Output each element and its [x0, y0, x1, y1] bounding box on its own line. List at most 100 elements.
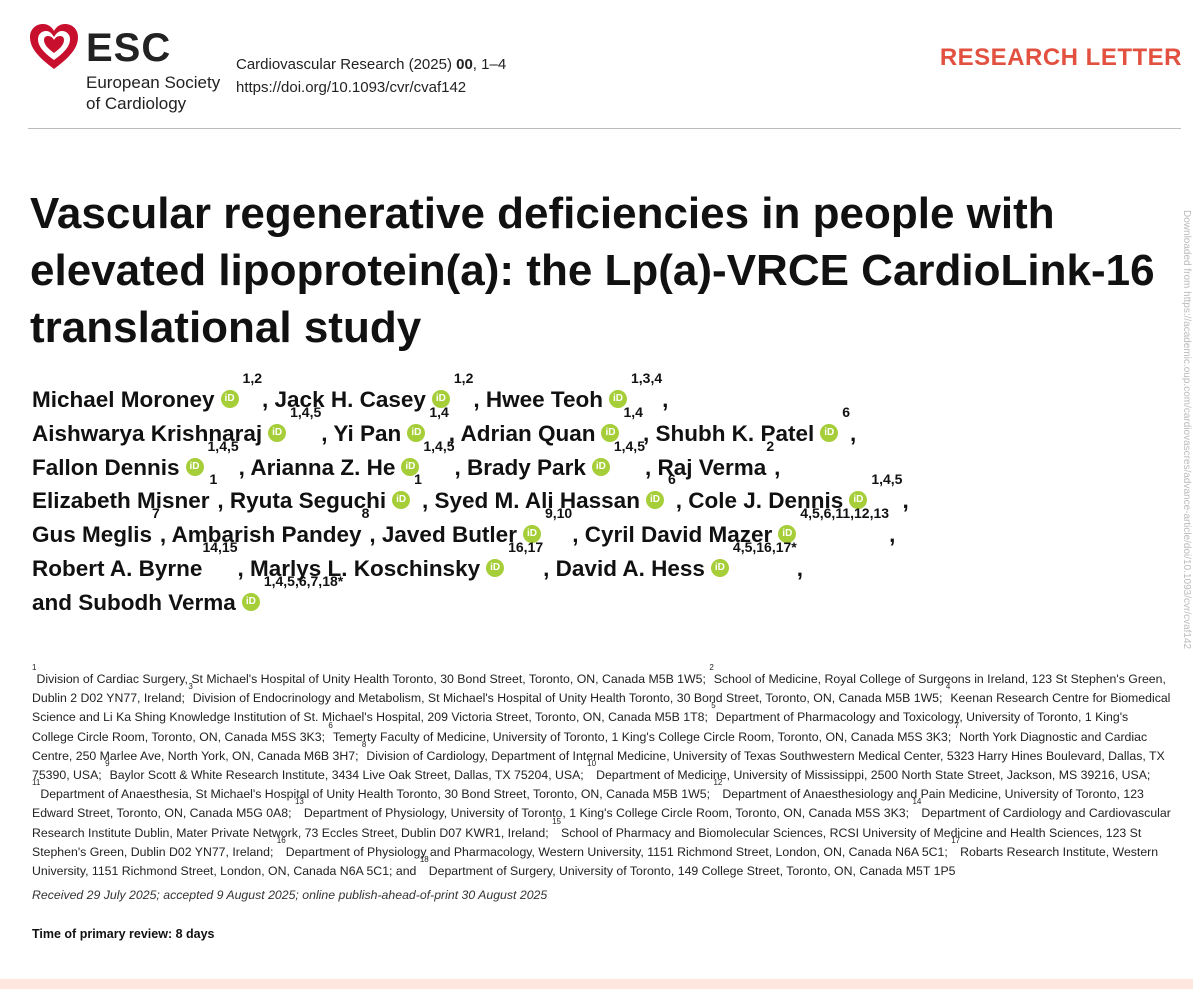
author: Subodh Verma iD1,4,5,6,7,18* [78, 574, 343, 615]
author-affiliation-ref: 4,5,6,11,12,13 [800, 505, 890, 522]
affiliation-number: 16 [276, 835, 286, 845]
header-divider [28, 128, 1181, 129]
orcid-icon[interactable]: iD [407, 423, 426, 442]
article-title: Vascular regenerative deficiencies in pe… [30, 189, 1155, 352]
affiliation: 16Department of Physiology and Pharmacol… [277, 836, 948, 859]
author-name: Brady Park [467, 454, 586, 480]
society-name-line2: of Cardiology [86, 94, 187, 113]
author-affiliation-ref: 1,4,5 [871, 471, 903, 488]
orcid-icon[interactable]: iD [522, 525, 541, 544]
affiliation: 8Division of Cardiology, Department of I… [32, 740, 1165, 783]
affiliation-number: 9 [105, 759, 110, 769]
author: Brady Park iD1,4,5 [467, 439, 645, 480]
journal-pages: , 1–4 [472, 56, 507, 73]
affiliation: 6Temerty Faculty of Medicine, University… [328, 721, 951, 744]
orcid-icon[interactable]: iD [185, 457, 204, 476]
author-affiliation-ref: 1,2 [242, 370, 263, 386]
affiliation-text: Division of Cardiology, Department of In… [32, 748, 1165, 783]
author: Syed M. Ali Hassan iD6 [434, 472, 675, 514]
affiliation-text: School of Pharmacy and Biomolecular Scie… [32, 825, 1142, 859]
side-watermark: Downloaded from https://academic.oup.com… [1182, 210, 1193, 989]
author-name: Jack H. Casey [274, 387, 426, 412]
orcid-icon[interactable]: iD [220, 390, 239, 409]
affiliation: 9Baylor Scott & White Research Institute… [105, 760, 584, 783]
received-dates: Received 29 July 2025; accepted 9 August… [32, 888, 548, 902]
affiliation: 2School of Medicine, Royal College of Su… [32, 664, 1166, 706]
affiliation-number: 7 [954, 720, 960, 730]
affiliation-number: 12 [713, 778, 723, 788]
author-affiliation-ref: 6 [667, 471, 676, 488]
author: Gus Meglis7 [32, 506, 160, 548]
affiliation-number: 11 [32, 778, 41, 788]
author-name: David A. Hess [555, 555, 705, 581]
affiliation-text: Division of Cardiac Surgery, St Michael'… [36, 672, 706, 686]
orcid-icon[interactable]: iD [710, 559, 729, 578]
affiliation-text: Department of Anaesthesia, St Michael's … [40, 787, 711, 802]
author: Cyril David Mazer iD4,5,6,11,12,13 [585, 506, 889, 547]
affiliation-text: Department of Cardiology and Cardiovascu… [32, 806, 1171, 840]
author-name: Ambarish Pandey [171, 522, 362, 548]
article-type-label: RESEARCH LETTER [939, 44, 1182, 71]
logo-wordmark: ESC [86, 26, 172, 70]
author-affiliation-ref: 4,5,16,17* [732, 538, 797, 555]
author-name: Syed M. Ali Hassan [434, 488, 640, 514]
affiliation-number: 5 [711, 701, 716, 711]
journal-citation: Cardiovascular Research (2025) 00, 1–4 [236, 56, 506, 73]
author-affiliation-ref: 1,4,5 [423, 437, 455, 454]
orcid-icon[interactable]: iD [849, 491, 868, 510]
author: Michael Moroney iD1,2 [32, 371, 262, 412]
author-name: Javed Butler [381, 522, 517, 548]
author-joiner: and [32, 589, 79, 615]
esc-heart-logo-icon [28, 22, 80, 79]
affiliation: 10Department of Medicine, University of … [587, 760, 1151, 783]
affiliation-text: Robarts Research Institute, Western Univ… [32, 844, 1159, 879]
orcid-icon[interactable]: iD [401, 457, 420, 476]
affiliation-number: 10 [587, 759, 597, 769]
orcid-icon[interactable]: iD [392, 491, 411, 510]
affiliation: 1Division of Cardiac Surgery, St Michael… [32, 664, 706, 687]
author-affiliation-ref: 16,17 [508, 538, 544, 555]
author-name: Ryuta Seguchi [229, 488, 387, 514]
affiliation: 13Department of Physiology, University o… [295, 798, 909, 821]
author: Robert A. Byrne14,15 [32, 540, 238, 581]
author: Arianna Z. He iD1,4,5 [250, 439, 454, 480]
author-name: Subodh Verma [78, 589, 236, 615]
author-affiliation-ref: 1,3,4 [630, 370, 663, 386]
author-name: Adrian Quan [460, 420, 596, 446]
orcid-icon[interactable]: iD [820, 423, 839, 442]
doi-link[interactable]: https://doi.org/10.1093/cvr/cvaf142 [236, 79, 467, 96]
author: Adrian Quan iD1,4 [460, 405, 642, 446]
journal-volume: 00 [456, 56, 473, 73]
author-affiliation-ref: 2 [766, 437, 775, 454]
author-name: Michael Moroney [32, 387, 215, 412]
orcid-icon[interactable]: iD [778, 525, 797, 544]
affiliation: 7North York Diagnostic and Cardiac Centr… [32, 721, 1147, 763]
orcid-icon[interactable]: iD [601, 423, 620, 442]
author-affiliation-ref: 1 [209, 471, 218, 488]
affiliation-text: Department of Physiology and Pharmacolog… [285, 844, 948, 859]
orcid-icon[interactable]: iD [268, 423, 287, 442]
author-name: Fallon Dennis [32, 454, 180, 480]
orcid-icon[interactable]: iD [241, 592, 260, 611]
author-affiliation-ref: 1 [414, 471, 422, 488]
affiliation-text: Department of Medicine, University of Mi… [596, 768, 1151, 783]
journal-prefix: Cardiovascular Research (2025) [236, 56, 457, 73]
author-name: Shubh K. Patel [655, 420, 815, 446]
author-affiliation-ref: 1,4 [429, 403, 449, 420]
society-name-line1: European Society [86, 73, 221, 92]
orcid-icon[interactable]: iD [645, 491, 664, 510]
orcid-icon[interactable]: iD [431, 390, 450, 409]
author: Ryuta Seguchi iD1 [229, 472, 422, 514]
affiliation-number: 18 [419, 855, 429, 865]
author-name: Hwee Teoh [485, 387, 603, 412]
orcid-icon[interactable]: iD [608, 390, 627, 409]
orcid-icon[interactable]: iD [486, 559, 505, 578]
affiliation-number: 13 [294, 797, 304, 807]
orcid-icon[interactable]: iD [591, 457, 610, 476]
affiliation-number: 8 [361, 739, 367, 749]
author-name: Robert A. Byrne [32, 555, 203, 581]
author-name: Arianna Z. He [250, 454, 396, 480]
affiliation: 11Department of Anaesthesia, St Michael'… [32, 779, 711, 802]
author-name: Gus Meglis [32, 522, 153, 548]
affiliation-number: 6 [328, 720, 333, 730]
